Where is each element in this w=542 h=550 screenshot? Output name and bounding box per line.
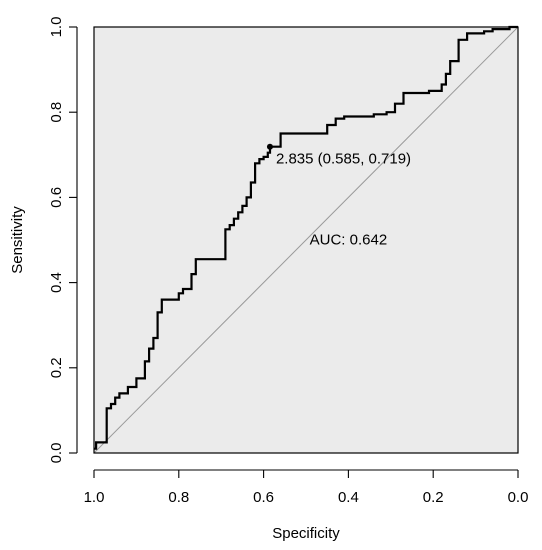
- y-axis-label: Sensitivity: [9, 206, 26, 274]
- y-tick-label: 0.0: [48, 443, 65, 464]
- y-axis: 0.0 0.2 0.4 0.6 0.8 1.0: [48, 17, 78, 464]
- plot-frame: [93, 26, 519, 454]
- auc-annotation: AUC: 0.642: [310, 231, 388, 248]
- x-axis-label: Specificity: [272, 525, 340, 542]
- x-tick-label: 1.0: [84, 489, 105, 506]
- y-tick-label: 0.8: [48, 102, 65, 123]
- roc-curve: [94, 25, 518, 450]
- y-tick-label: 0.2: [48, 357, 65, 378]
- x-axis: 1.0 0.8 0.6 0.4 0.2 0.0: [84, 469, 529, 506]
- threshold-point: [266, 143, 273, 150]
- x-tick-label: 0.6: [253, 489, 274, 506]
- y-tick-label: 0.6: [48, 187, 65, 208]
- x-tick-label: 0.8: [168, 489, 189, 506]
- x-tick-label: 0.4: [338, 489, 359, 506]
- x-tick-label: 0.0: [508, 489, 529, 506]
- threshold-annotation: 2.835 (0.585, 0.719): [276, 151, 411, 168]
- x-tick-label: 0.2: [423, 489, 444, 506]
- y-tick-label: 1.0: [48, 17, 65, 38]
- reference-diagonal-line: [93, 26, 519, 454]
- y-tick-label: 0.4: [48, 272, 65, 293]
